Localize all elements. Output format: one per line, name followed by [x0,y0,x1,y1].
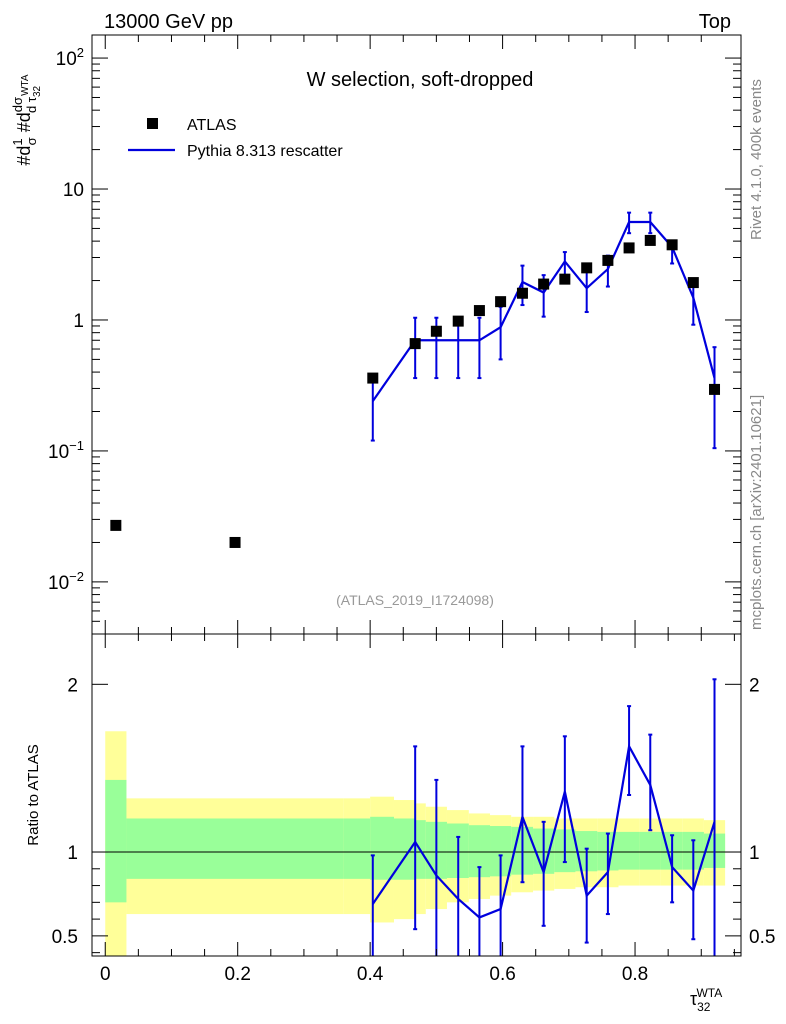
data-point [644,234,656,246]
main-ytick-label: 10 [63,180,84,201]
xtick-label: 0 [100,964,111,985]
main-panel: 10−2 10−1 1 10 102 W selection, soft-dropped… [10,34,742,635]
stat-band [393,818,416,880]
stat-band [105,779,127,903]
ratio-ticks: 0.5 0.5 1 1 2 2 0 0.2 0.4 0.6 0.8 [52,634,775,985]
main-ytick-label: 10−1 [48,438,84,463]
main-ylabel: #d1σ #ddσd τ32WTA [10,74,43,166]
data-point [709,383,721,395]
ratio-mc-line [371,743,716,919]
ratio-panel: 0.5 0.5 1 1 2 2 0 0.2 0.4 0.6 0.8 Ratio to ATLAS τ… [25,633,775,1014]
main-mc-line [371,220,716,402]
legend-data-label: ATLAS [187,117,237,134]
stat-band [126,818,344,879]
analysis-ref: (ATLAS_2019_I1724098) [336,592,494,608]
data-point [666,239,678,251]
ratio-ytick-label: 0.5 [52,927,78,948]
main-ytick-label: 102 [56,45,84,70]
ratio-ytick-label: 1 [67,843,78,864]
mcplots-label: mcplots.cern.ch [arXiv:2401.10621] [748,395,765,630]
main-ylabel-text: #d1σ #ddσd τ32WTA [10,74,43,166]
ratio-ytick-label: 2 [67,675,78,696]
data-point [687,277,699,289]
stat-band [618,831,640,870]
xtick-label: 0.8 [622,964,648,985]
legend-mc-label: Pythia 8.313 rescatter [187,143,343,160]
data-point [409,338,421,350]
main-data-series [110,234,721,548]
stat-band [370,816,394,880]
header-left: 13000 GeV pp [104,11,233,33]
ratio-ylabel: Ratio to ATLAS [25,744,42,845]
main-ticks: 10−2 10−1 1 10 102 [48,35,741,635]
data-point [538,278,550,290]
main-ytick-label: 1 [73,311,84,332]
ratio-ytick-label-right: 0.5 [749,927,775,948]
ratio-ytick-label-right: 2 [749,675,760,696]
data-point [581,262,593,274]
data-point [110,519,122,531]
data-point [559,273,571,285]
legend: ATLAS Pythia 8.313 rescatter [128,117,343,160]
data-point [367,372,379,384]
xtick-label: 0.4 [357,964,384,985]
ratio-mc-series [370,678,717,956]
plot-title: W selection, soft-dropped [307,69,534,91]
stat-band [639,831,661,870]
ratio-ytick-label-right: 1 [749,843,760,864]
main-mc-series [370,211,717,450]
header-right: Top [699,11,731,33]
xtick-label: 0.2 [224,964,250,985]
data-point [473,305,485,317]
data-point [495,296,507,308]
data-point [430,325,442,337]
stat-band [343,818,371,879]
data-point [516,287,528,299]
data-point [452,315,464,327]
data-point [623,242,635,254]
ratio-frame [91,633,742,957]
rivet-label: Rivet 4.1.0, 400k events [748,79,765,240]
x-axis-label: τ32WTA [690,986,722,1014]
legend-data-marker [147,118,158,129]
data-point [229,536,241,548]
stat-band [490,826,512,877]
xtick-label: 0.6 [489,964,515,985]
main-ytick-label: 10−2 [48,569,84,594]
data-point [602,254,614,266]
stat-band [468,825,491,878]
